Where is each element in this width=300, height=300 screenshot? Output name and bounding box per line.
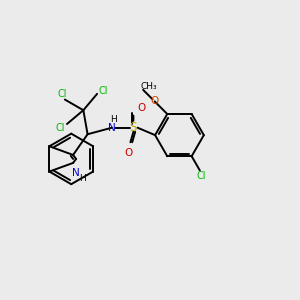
Text: O: O (125, 148, 133, 158)
Text: N: N (72, 168, 80, 178)
Text: H: H (110, 115, 117, 124)
Text: Cl: Cl (196, 171, 206, 181)
Text: Cl: Cl (56, 123, 65, 133)
Text: N: N (108, 123, 116, 133)
Text: H: H (79, 174, 86, 183)
Text: S: S (130, 121, 137, 134)
Text: O: O (138, 103, 146, 113)
Text: Cl: Cl (58, 89, 67, 99)
Text: O: O (151, 96, 159, 106)
Text: Cl: Cl (99, 86, 108, 96)
Text: CH₃: CH₃ (140, 82, 157, 91)
